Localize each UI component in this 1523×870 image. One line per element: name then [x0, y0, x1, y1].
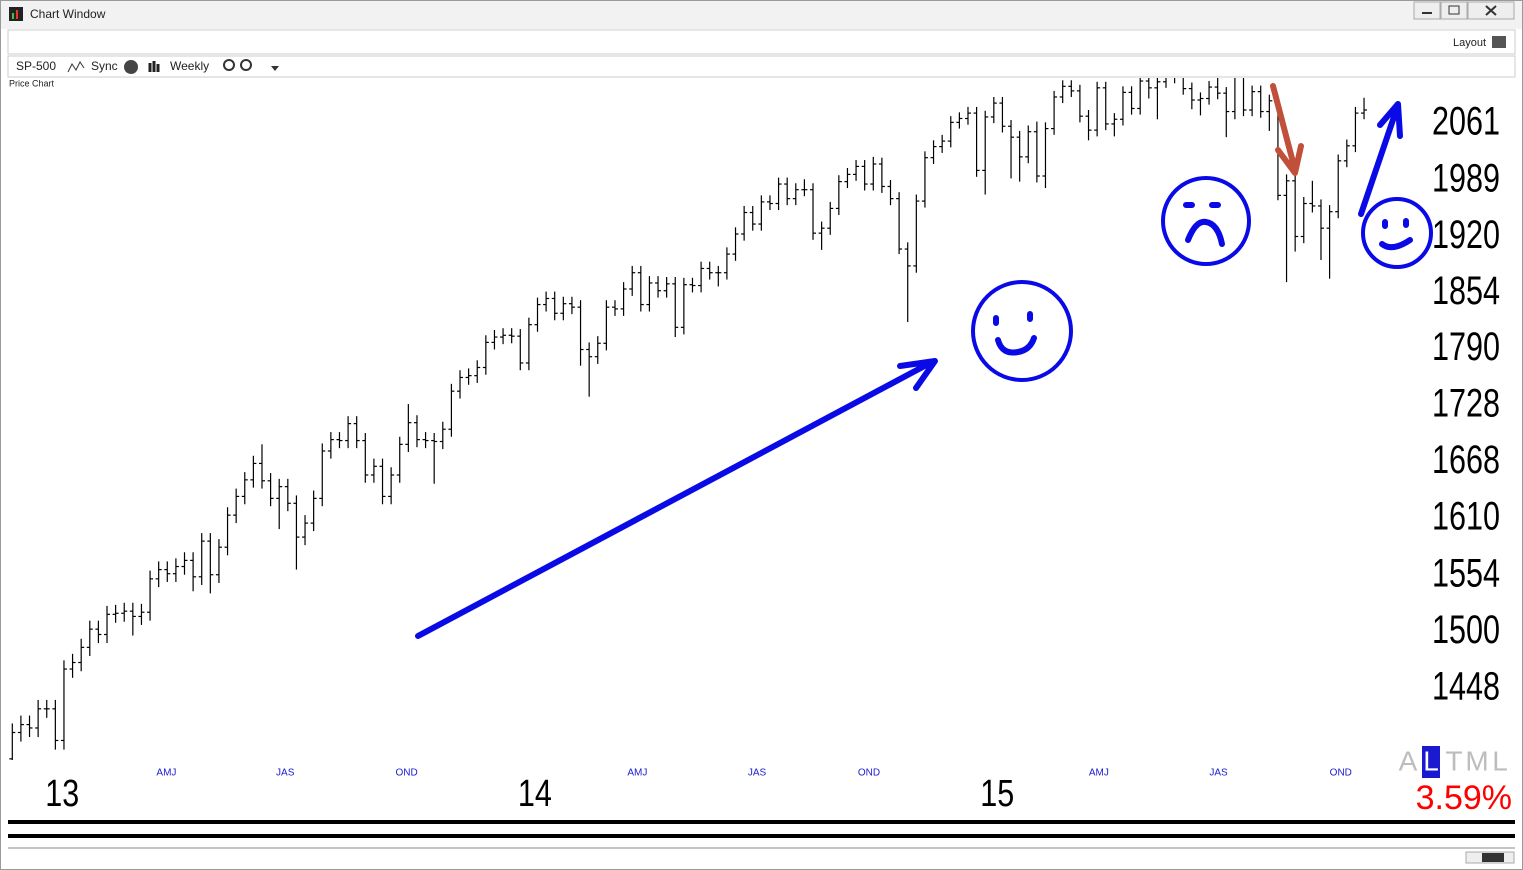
scale-button[interactable]: M	[1465, 745, 1488, 776]
sad-face	[1161, 176, 1251, 266]
rebound-arrow	[1358, 101, 1403, 217]
divider	[8, 820, 1515, 824]
happy-face-features	[993, 311, 1037, 356]
y-tick-label: 1448	[1432, 664, 1500, 708]
scale-button[interactable]: L	[1492, 745, 1508, 776]
annotations	[415, 83, 1433, 639]
y-tick-label: 1854	[1432, 269, 1500, 313]
x-tick-label: AMJ	[627, 768, 647, 779]
x-major-tick-label: 15	[980, 773, 1014, 815]
small-happy-face	[1361, 197, 1433, 269]
x-major-tick-label: 13	[45, 773, 79, 815]
app-icon-bar	[16, 10, 18, 19]
maximize-icon	[1448, 5, 1460, 15]
y-tick-label: 1728	[1432, 381, 1500, 425]
happy-face	[971, 280, 1073, 382]
x-tick-label: OND	[396, 768, 418, 779]
x-tick-label: OND	[858, 768, 880, 779]
sad-face-features	[1183, 202, 1225, 247]
zoom-in-button[interactable]	[223, 59, 235, 71]
symbol-icon[interactable]	[67, 61, 85, 73]
y-tick-label: 1790	[1432, 325, 1500, 369]
scroll-thumb[interactable]	[1482, 853, 1504, 862]
y-tick-label: 1610	[1432, 495, 1500, 539]
layout-icon[interactable]	[1492, 36, 1506, 48]
plot-area	[9, 78, 1368, 760]
scale-button[interactable]: T	[1445, 745, 1462, 776]
layout-bar	[7, 29, 1516, 55]
symbol-label[interactable]: SP-500	[16, 59, 56, 73]
title-bar	[1, 1, 1522, 29]
close-icon	[1485, 5, 1497, 16]
chart-title: Price Chart	[9, 78, 55, 88]
scale-button[interactable]: A	[1399, 745, 1418, 776]
y-tick-label: 1920	[1432, 213, 1500, 257]
maximize-button[interactable]	[1440, 1, 1468, 20]
zoom-out-button[interactable]	[240, 59, 252, 71]
divider	[8, 834, 1515, 838]
scale-button-highlight	[1422, 746, 1440, 778]
y-tick-label: 1668	[1432, 438, 1500, 482]
scale-button[interactable]: L	[1423, 745, 1439, 776]
sync-label[interactable]: Sync	[91, 59, 118, 73]
period-icon[interactable]	[148, 61, 160, 72]
layout-label[interactable]: Layout	[1453, 37, 1486, 49]
app-icon-bar	[12, 13, 14, 19]
change-percent: 3.59%	[1416, 779, 1512, 817]
x-tick-label: JAS	[276, 768, 295, 779]
toolbar	[7, 55, 1516, 78]
y-tick-label: 2061	[1432, 99, 1500, 143]
dropdown-button[interactable]	[271, 66, 279, 71]
x-tick-label: AMJ	[156, 768, 176, 779]
small-happy-face-features	[1379, 218, 1413, 251]
up-trend-arrow	[415, 358, 938, 639]
x-tick-label: AMJ	[1089, 768, 1109, 779]
decline-arrow	[1270, 83, 1304, 176]
sync-icon[interactable]	[124, 60, 138, 74]
y-tick-label: 1989	[1432, 156, 1500, 200]
minimize-button[interactable]	[1413, 1, 1441, 20]
x-tick-label: OND	[1330, 768, 1352, 779]
window-title: Chart Window	[30, 7, 106, 21]
y-tick-label: 1554	[1432, 551, 1500, 595]
x-major-tick-label: 14	[518, 773, 552, 815]
x-tick-label: JAS	[748, 768, 767, 779]
x-tick-label: JAS	[1209, 768, 1228, 779]
y-tick-label: 1500	[1432, 608, 1500, 652]
period-label[interactable]: Weekly	[170, 59, 209, 73]
